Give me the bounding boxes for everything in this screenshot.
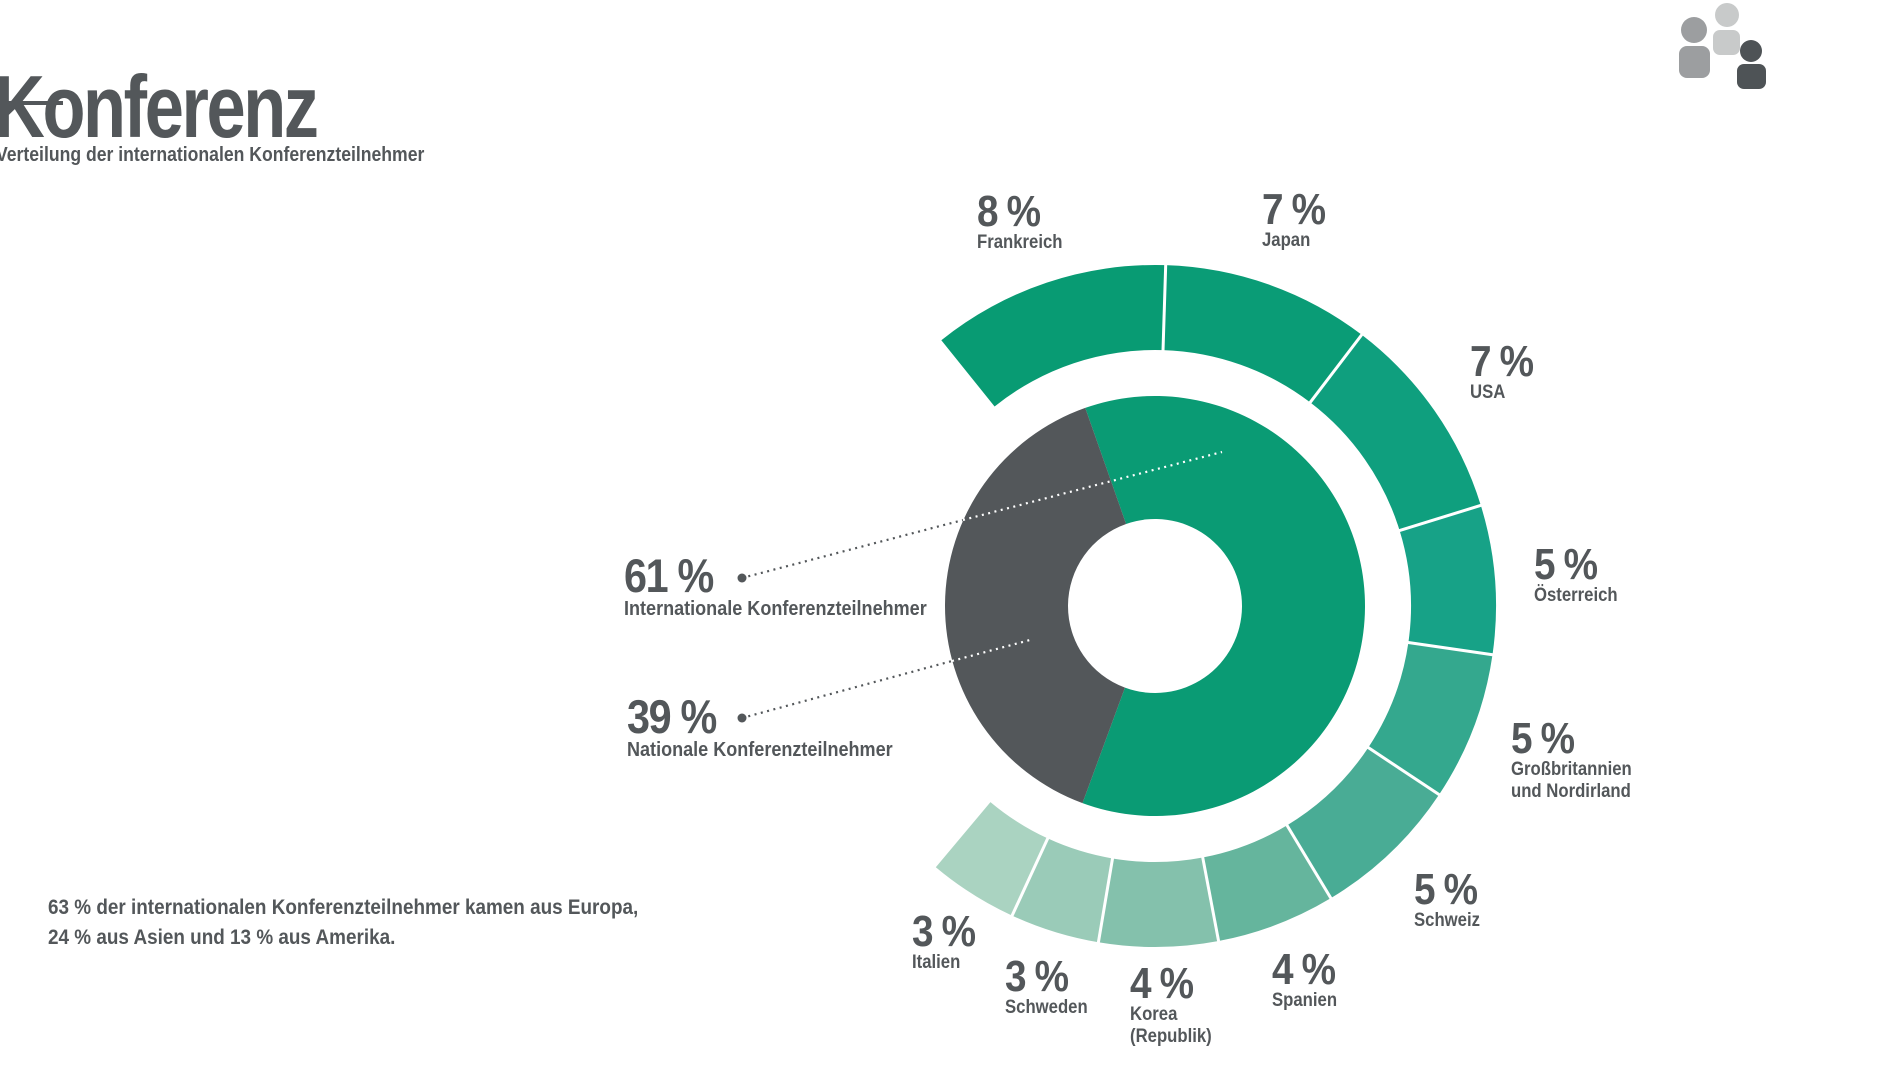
pct-grossbritannien: 5 %	[1511, 714, 1575, 763]
chart-subtitle: Verteilung der internationalen Konferenz…	[0, 144, 425, 166]
name-italien: Italien	[912, 952, 961, 973]
person-icon-body-2	[1737, 64, 1766, 89]
name-grossbritannien-0: Großbritannien	[1511, 759, 1632, 780]
pct-frankreich: 8 %	[977, 187, 1041, 236]
label-international: 61 % Internationale Konferenzteilnehmer	[624, 549, 927, 620]
footnote-line-2: 24 % aus Asien und 13 % aus Amerika.	[48, 926, 396, 949]
ring-divider-2	[1398, 503, 1483, 533]
ring-divider-0	[1161, 264, 1168, 352]
ring-segment-korea	[1098, 857, 1219, 947]
pct-international: 61 %	[624, 549, 714, 602]
ring-segment-usa	[1310, 334, 1481, 531]
footnote-line-1: 63 % der internationalen Konferenzteilne…	[48, 896, 639, 919]
ring-divider-7	[1096, 857, 1115, 944]
leader-dot-national	[737, 713, 747, 723]
name-national: Nationale Konferenzteilnehmer	[627, 738, 893, 761]
ring-segment-japan	[1163, 265, 1362, 403]
ring-segment-frankreich	[941, 264, 1166, 407]
ring-divider-3	[1407, 640, 1494, 657]
ring-divider-1	[1308, 333, 1364, 405]
name-international: Internationale Konferenzteilnehmer	[624, 597, 927, 620]
label-oesterreich: 5 % Österreich	[1534, 540, 1618, 607]
leader-inner-national	[951, 638, 1031, 663]
name-oesterreich: Österreich	[1534, 585, 1618, 606]
title-underline	[0, 101, 63, 105]
leader-outer-international	[741, 518, 964, 580]
pie-segment-national	[945, 407, 1127, 804]
label-usa: 7 % USA	[1470, 337, 1534, 404]
name-schweden: Schweden	[1005, 997, 1088, 1018]
ring-divider-8	[1010, 836, 1050, 918]
label-national: 39 % Nationale Konferenzteilnehmer	[627, 690, 893, 761]
page-title: Konferenz	[0, 56, 319, 156]
label-schweden: 3 % Schweden	[1005, 952, 1088, 1019]
label-spanien: 4 % Spanien	[1272, 945, 1338, 1012]
label-grossbritannien: 5 % Großbritannien und Nordirland	[1511, 714, 1632, 802]
person-icon-head-1	[1715, 3, 1739, 27]
pct-schweiz: 5 %	[1414, 865, 1478, 914]
pct-italien: 3 %	[912, 907, 976, 956]
footnote: 63 % der internationalen Konferenzteilne…	[48, 893, 638, 953]
leader-dot-international	[737, 573, 747, 583]
pct-spanien: 4 %	[1272, 945, 1336, 994]
name-korea-1: (Republik)	[1130, 1025, 1212, 1047]
name-frankreich: Frankreich	[977, 232, 1063, 253]
pie-segment-international	[1082, 396, 1365, 816]
ring-divider-6	[1201, 856, 1221, 943]
ring-segment-spanien	[1202, 825, 1331, 942]
name-schweiz: Schweiz	[1414, 910, 1480, 931]
pct-oesterreich: 5 %	[1534, 540, 1598, 589]
person-icon-body-1	[1713, 30, 1740, 55]
person-icon-head-0	[1681, 17, 1707, 43]
person-icon-head-2	[1740, 40, 1762, 62]
label-italien: 3 % Italien	[912, 907, 976, 974]
label-japan: 7 % Japan	[1262, 185, 1326, 252]
pct-schweden: 3 %	[1005, 952, 1069, 1001]
person-icon-body-0	[1679, 46, 1710, 78]
pct-japan: 7 %	[1262, 185, 1326, 234]
pct-usa: 7 %	[1470, 337, 1534, 386]
label-korea: 4 % Korea (Republik)	[1130, 959, 1212, 1047]
ring-segment-schweiz	[1287, 747, 1440, 899]
ring-divider-4	[1366, 745, 1441, 797]
name-grossbritannien-1: und Nordirland	[1511, 780, 1631, 802]
name-japan: Japan	[1262, 230, 1311, 251]
pct-national: 39 %	[627, 690, 717, 743]
name-usa: USA	[1470, 382, 1506, 403]
label-frankreich: 8 % Frankreich	[977, 187, 1063, 254]
ring-segment-grossbritannien	[1368, 642, 1493, 795]
label-schweiz: 5 % Schweiz	[1414, 865, 1480, 932]
name-spanien: Spanien	[1272, 990, 1338, 1011]
pct-korea: 4 %	[1130, 959, 1194, 1008]
name-korea-0: Korea	[1130, 1004, 1178, 1025]
ring-segment-italien	[935, 802, 1048, 916]
ring-divider-5	[1285, 823, 1333, 900]
ring-segment-oesterreich	[1399, 505, 1496, 655]
